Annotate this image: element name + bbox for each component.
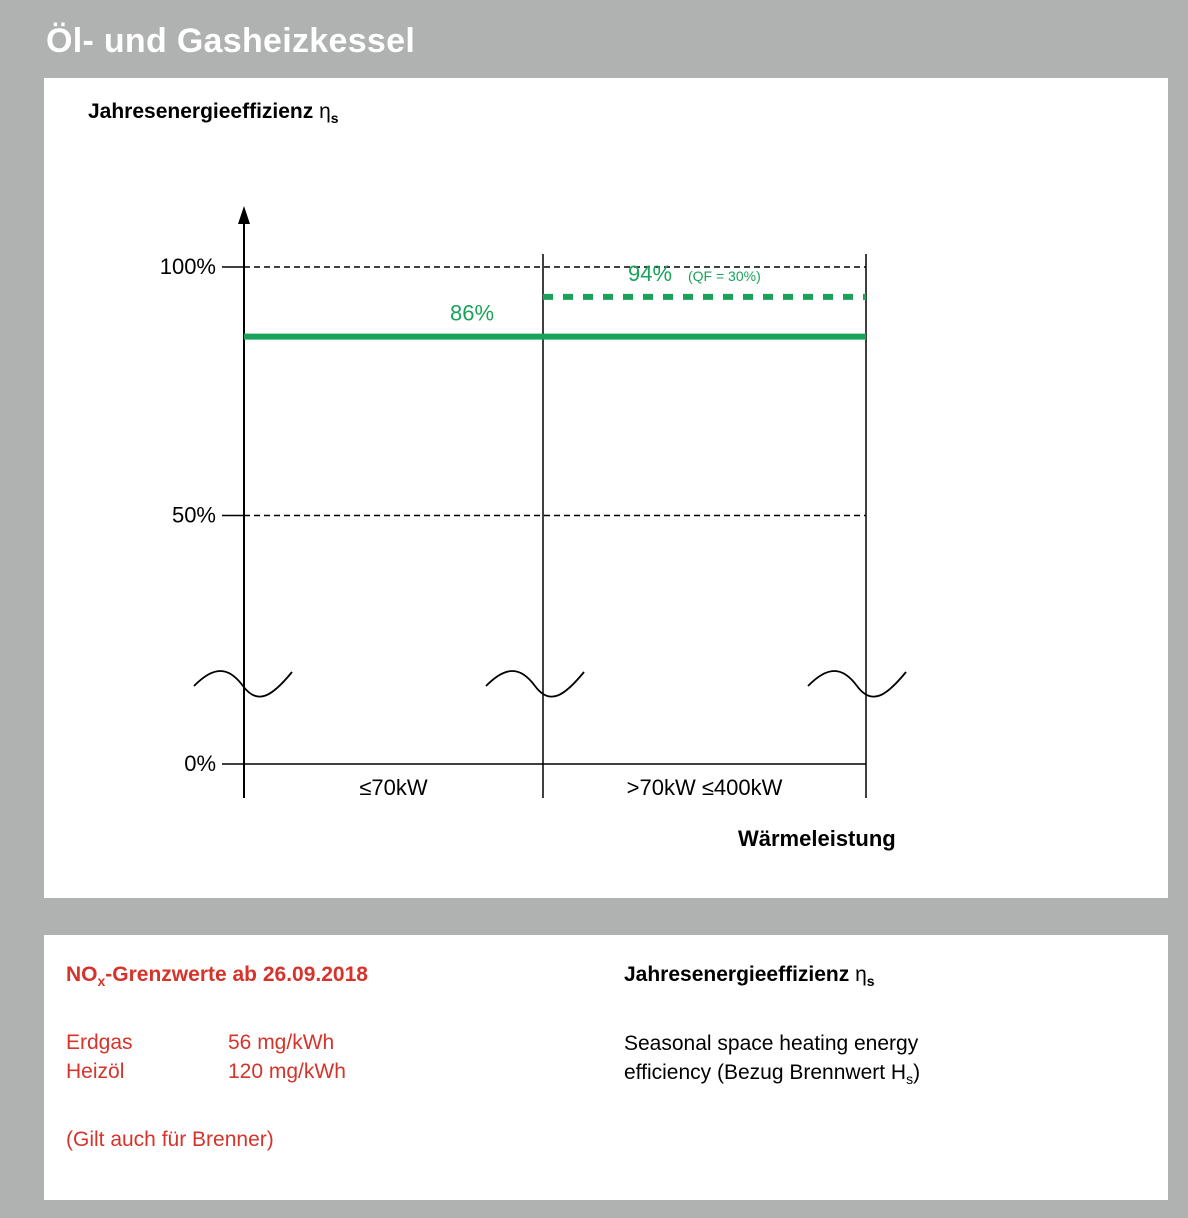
category-label: ≤70kW [359, 775, 428, 800]
nox-fuel-oil: Heizöl [66, 1060, 125, 1083]
y-tick-label: 0% [184, 751, 216, 776]
y-axis-title: Jahresenergieeffizienz ηs [88, 100, 339, 127]
y-tick-label: 50% [172, 503, 216, 528]
efficiency-chart: 0% 50% 100% ≤70kW >70kW ≤400kW 86% 94% (QF = 30… [160, 206, 907, 800]
nox-value-oil: 120 mg/kWh [228, 1060, 346, 1083]
info-panel: NOx-Grenzwerte ab 26.09.2018 Erdgas 56 m… [44, 935, 1168, 1200]
page-title: Öl- und Gasheizkessel [46, 22, 416, 60]
series-label-86: 86% [450, 301, 494, 326]
axis-break-squiggle [193, 670, 293, 698]
series-label-94: 94% [628, 261, 672, 286]
y-tick-label: 100% [160, 254, 216, 279]
x-axis-title: Wärmeleistung [738, 826, 896, 851]
axis-break-squiggle [807, 670, 907, 698]
definition-text: Seasonal space heating energy efficiency… [624, 1032, 921, 1088]
series-note: (QF = 30%) [688, 268, 761, 284]
nox-value-gas: 56 mg/kWh [228, 1031, 335, 1054]
definition-title: Jahresenergieeffizienz ηs [624, 963, 875, 990]
axis-break-squiggle [485, 670, 585, 698]
category-label: >70kW ≤400kW [627, 775, 783, 800]
y-axis-arrow [238, 206, 250, 224]
nox-fuel-gas: Erdgas [66, 1031, 133, 1054]
nox-title: NOx-Grenzwerte ab 26.09.2018 [66, 963, 368, 990]
nox-note: (Gilt auch für Brenner) [66, 1128, 274, 1151]
chart-panel: Jahresenergieeffizienz ηs 0% 50% 100% ≤70kW… [44, 78, 1168, 898]
